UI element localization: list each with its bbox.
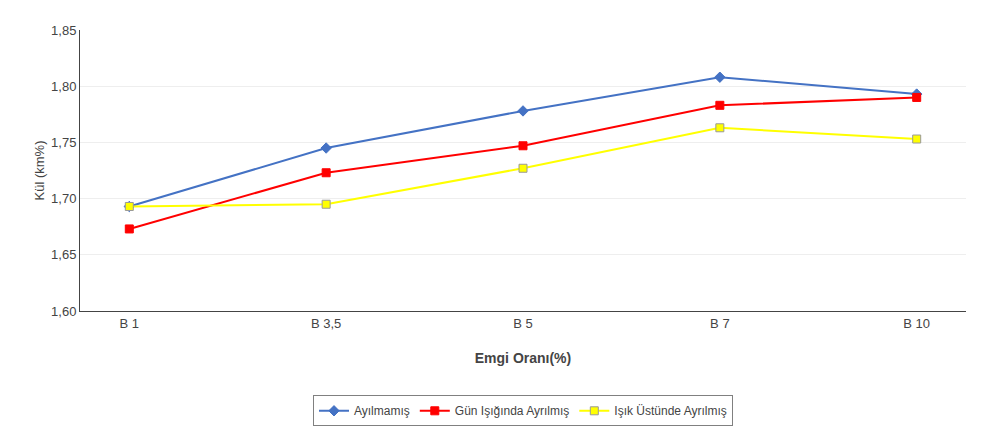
svg-text:Emgi Oranı(%): Emgi Oranı(%) bbox=[475, 350, 571, 366]
svg-text:1,75: 1,75 bbox=[51, 135, 76, 150]
svg-text:B 5: B 5 bbox=[513, 316, 533, 331]
svg-text:B 10: B 10 bbox=[903, 316, 930, 331]
svg-text:Ayılmamış: Ayılmamış bbox=[354, 404, 410, 418]
svg-text:1,85: 1,85 bbox=[51, 23, 76, 38]
svg-text:Kül (km%): Kül (km%) bbox=[32, 141, 47, 201]
svg-text:1,80: 1,80 bbox=[51, 79, 76, 94]
svg-text:Işık Üstünde Ayrılmış: Işık Üstünde Ayrılmış bbox=[614, 404, 726, 418]
svg-text:1,60: 1,60 bbox=[51, 304, 76, 319]
svg-text:B 1: B 1 bbox=[120, 316, 140, 331]
svg-text:1,65: 1,65 bbox=[51, 247, 76, 262]
svg-text:Gün Işığında Ayrılmış: Gün Işığında Ayrılmış bbox=[455, 404, 570, 418]
svg-text:B 3,5: B 3,5 bbox=[311, 316, 341, 331]
svg-text:1,70: 1,70 bbox=[51, 191, 76, 206]
svg-text:B 7: B 7 bbox=[710, 316, 730, 331]
